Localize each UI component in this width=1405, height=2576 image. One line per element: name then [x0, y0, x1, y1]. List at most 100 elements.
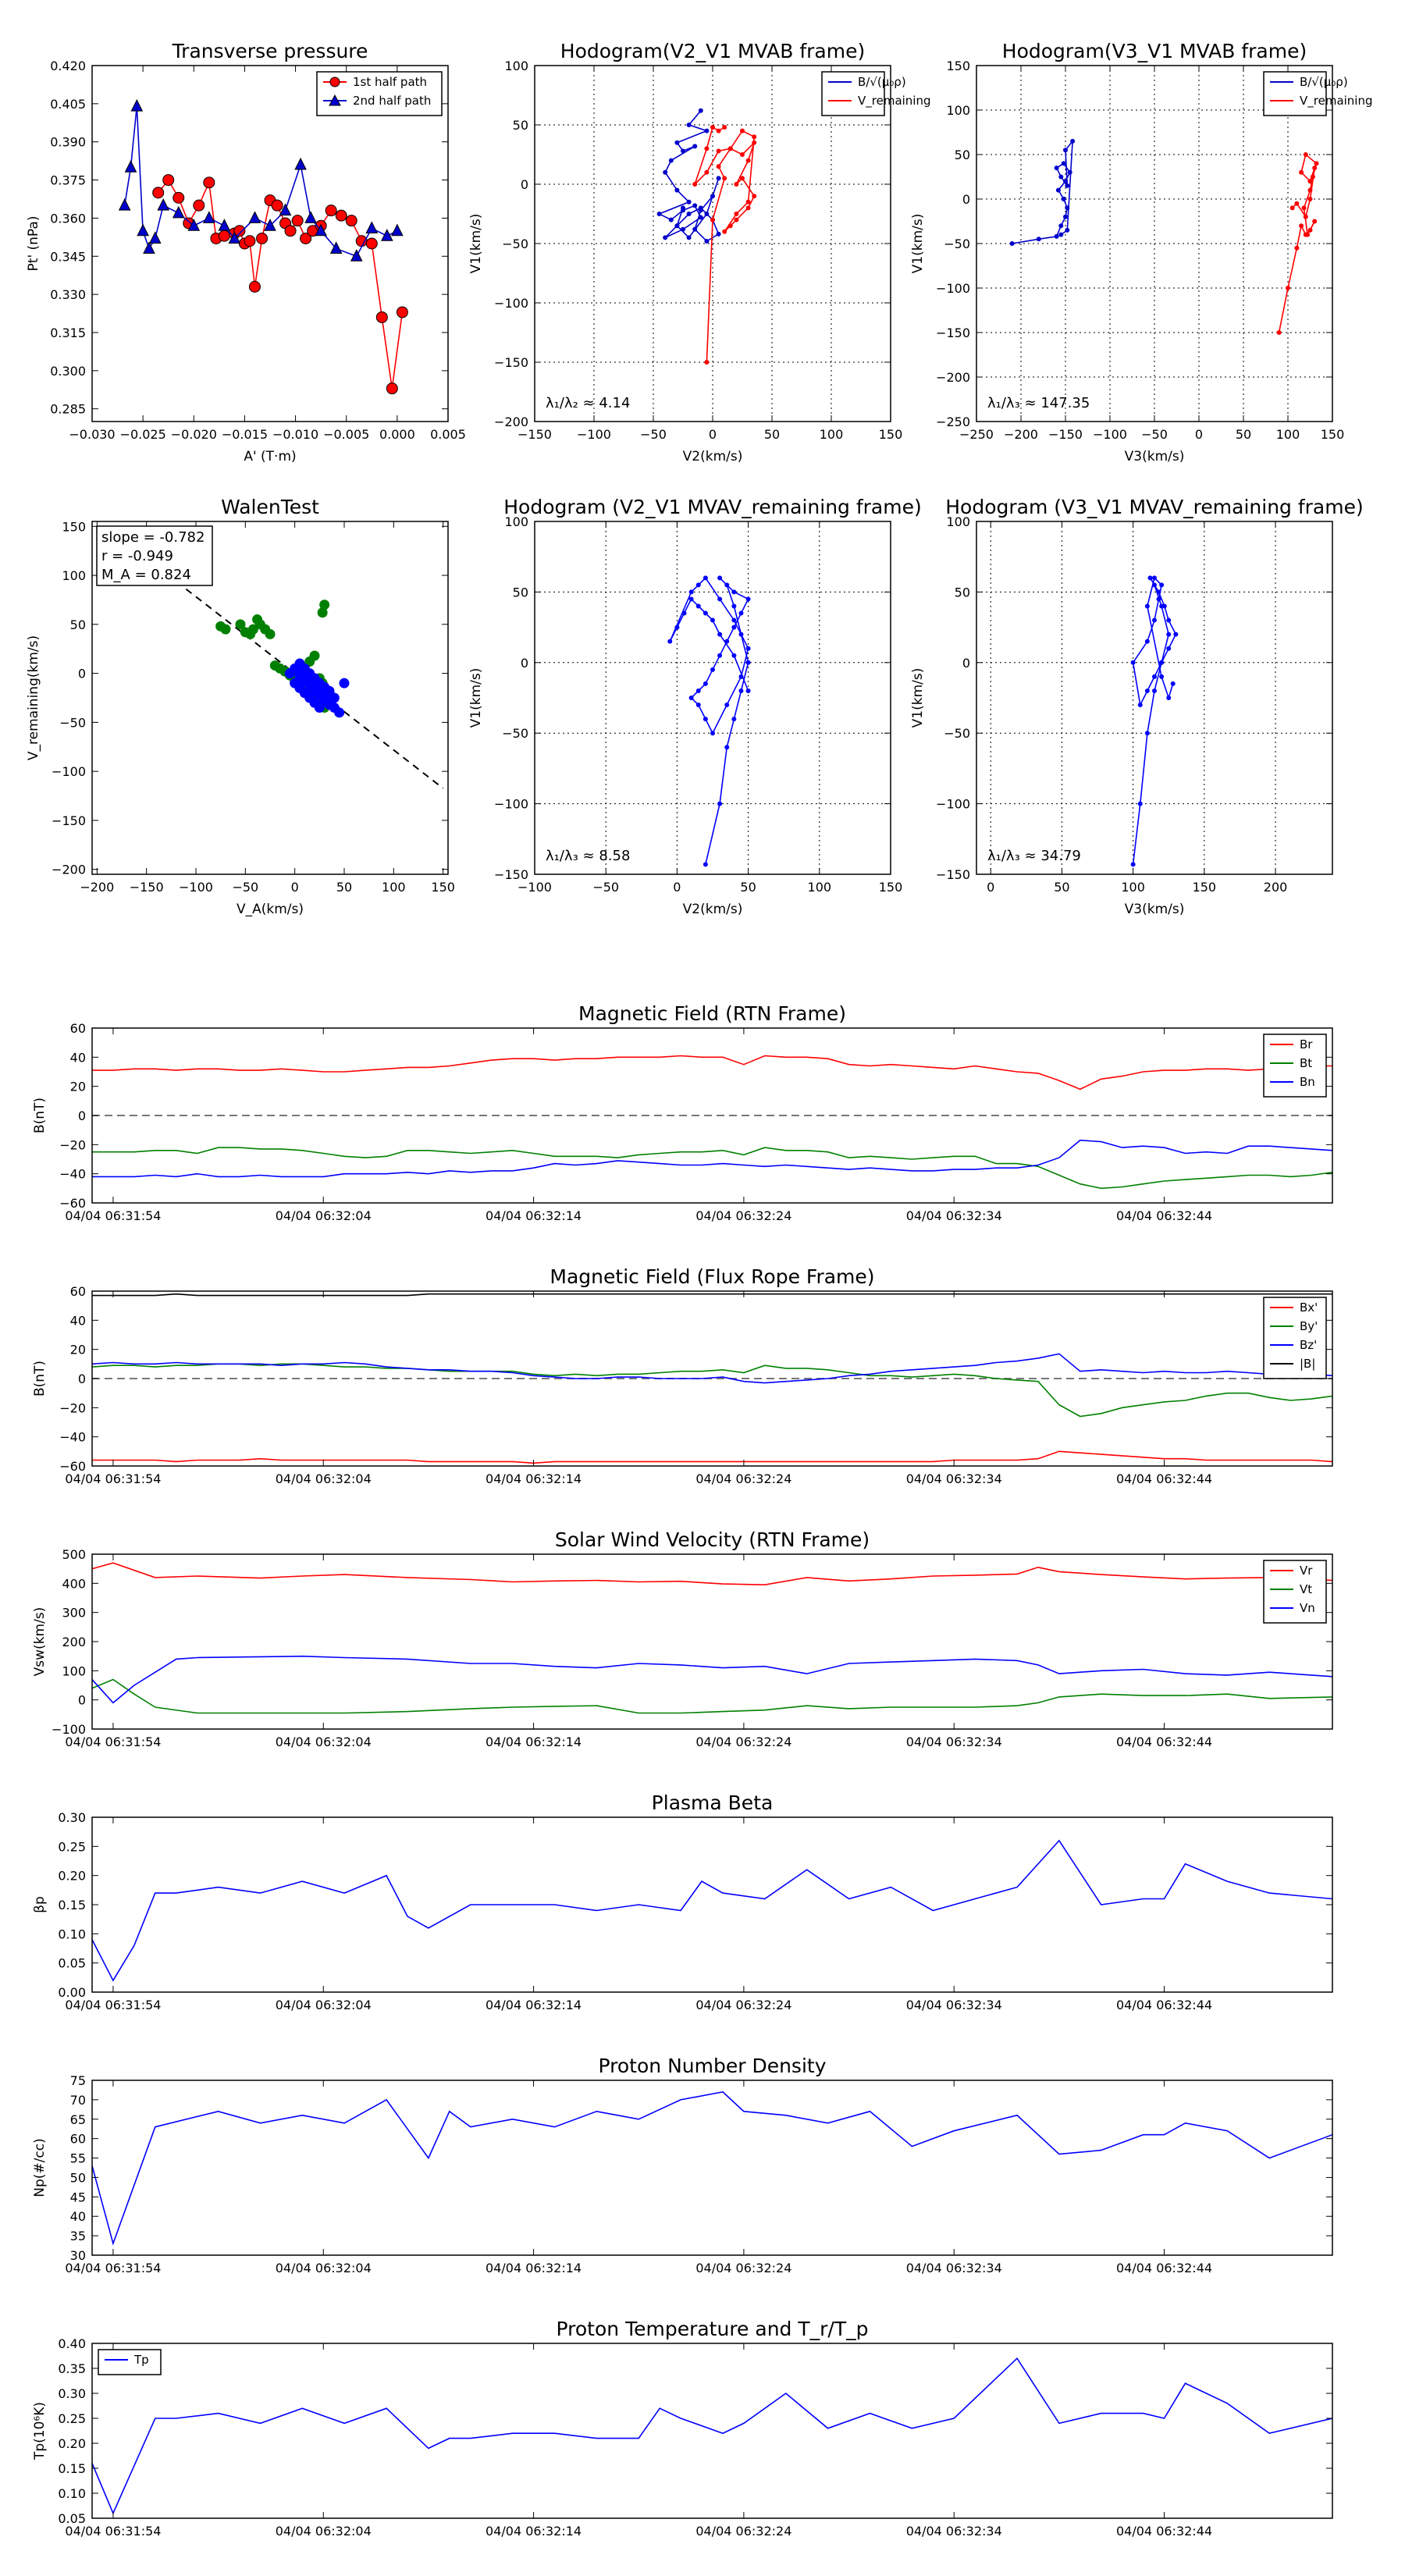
y-tick-label: 0.345	[50, 249, 86, 264]
data-point	[674, 624, 680, 630]
y-tick-label: 55	[70, 2151, 86, 2166]
x-tick-label: 04/04 06:32:04	[276, 1735, 372, 1749]
chart-8: Magnetic Field (Flux Rope Frame) 04/04 06…	[32, 1265, 1333, 1486]
data-point	[1307, 227, 1313, 233]
x-tick-label: 50	[764, 427, 780, 442]
x-tick-label: −0.030	[69, 427, 115, 442]
x-tick-label: 0	[673, 880, 681, 895]
x-tick-label: 04/04 06:32:04	[276, 1471, 372, 1486]
data-point	[1058, 232, 1064, 237]
plot-frame	[534, 521, 891, 875]
chart-2: Hodogram(V2_V1 MVAB frame) −150 −100 −50 0 50…	[468, 40, 931, 464]
chart-5: Hodogram (V2_V1 MVAV_remaining frame) −10…	[468, 496, 922, 917]
data-point	[731, 717, 737, 722]
data-point	[291, 215, 304, 227]
data-point	[702, 717, 708, 722]
y-tick-label: 0	[78, 1108, 86, 1123]
data-point	[710, 667, 715, 672]
stats-box	[96, 525, 213, 586]
data-point	[137, 223, 149, 237]
ratio-annotation: λ₁/λ₃ ≈ 147.35	[987, 395, 1090, 411]
data-point	[738, 688, 744, 693]
data-point	[1312, 219, 1318, 224]
data-point	[681, 226, 685, 232]
data-point	[1161, 603, 1167, 609]
y-tick-label: 40	[70, 2209, 86, 2224]
y-tick-label: 0.405	[50, 97, 86, 112]
chart-6: Hodogram (V3_V1 MVAV_remaining frame) 0 50…	[910, 496, 1364, 917]
legend-label: Br	[1300, 1037, 1313, 1051]
plot-frame	[976, 521, 1333, 875]
x-tick-label: 04/04 06:31:54	[65, 1208, 161, 1223]
x-tick-label: −0.010	[272, 427, 318, 442]
data-point	[1289, 205, 1295, 211]
data-point	[734, 182, 739, 187]
data-point	[745, 646, 751, 651]
y-tick-label: 60	[70, 2132, 86, 2147]
x-tick-label: 200	[1264, 880, 1288, 895]
y-axis-label: V_remaining(km/s)	[26, 635, 41, 760]
data-point	[324, 699, 335, 710]
series-line-1	[669, 577, 749, 865]
data-point	[704, 360, 710, 365]
data-point	[1009, 241, 1015, 246]
x-tick-label: 04/04 06:31:54	[65, 1998, 161, 2012]
data-point	[695, 582, 701, 588]
y-axis-label: B(nT)	[32, 1098, 48, 1133]
y-tick-label: 0	[78, 1372, 86, 1386]
legend-label: By'	[1300, 1319, 1318, 1333]
ratio-annotation: λ₁/λ₃ ≈ 34.79	[987, 848, 1081, 864]
x-tick-label: 04/04 06:32:44	[1116, 2261, 1212, 2275]
data-point	[1307, 179, 1313, 184]
x-tick-label: −200	[80, 880, 114, 895]
x-tick-label: 04/04 06:32:44	[1116, 2524, 1212, 2539]
data-point	[695, 688, 701, 693]
data-point	[686, 199, 692, 205]
data-point	[1276, 330, 1282, 335]
x-tick-label: 0	[291, 880, 299, 895]
data-point	[695, 603, 701, 609]
data-point	[335, 209, 347, 222]
legend-label: |B|	[1300, 1357, 1315, 1371]
y-tick-label: −100	[936, 797, 970, 812]
data-point	[738, 674, 744, 679]
y-tick-label: 75	[70, 2073, 86, 2088]
data-point	[704, 169, 710, 175]
y-tick-label: 0.375	[50, 173, 86, 188]
data-point	[187, 219, 201, 231]
y-tick-label: −150	[936, 867, 970, 882]
data-point	[193, 199, 205, 212]
y-axis-label: V1(km/s)	[910, 668, 926, 728]
y-tick-label: 0.390	[50, 135, 86, 150]
data-point	[324, 685, 335, 696]
y-tick-label: −100	[52, 1722, 86, 1737]
y-tick-label: 30	[70, 2248, 86, 2263]
legend-label: B/√(μ₀ρ)	[1300, 75, 1348, 89]
x-tick-label: −50	[232, 880, 258, 895]
data-point	[724, 703, 730, 708]
y-tick-label: 0.35	[58, 2361, 86, 2376]
y-tick-label: 0.30	[58, 2386, 86, 2401]
data-point	[1166, 632, 1172, 637]
data-point	[1063, 214, 1068, 219]
stats-line: r = -0.949	[101, 548, 173, 564]
y-tick-label: 0.05	[58, 2511, 86, 2526]
data-point	[248, 280, 261, 293]
y-tick-label: −150	[52, 813, 86, 828]
data-point	[1152, 582, 1157, 588]
plot-area	[667, 575, 751, 867]
y-tick-label: 50	[955, 148, 970, 162]
data-point	[365, 237, 378, 250]
x-axis-label: V2(km/s)	[683, 449, 743, 464]
legend-label: B/√(μ₀ρ)	[858, 75, 906, 89]
data-point	[674, 223, 680, 229]
plot-area	[92, 2357, 1332, 2515]
data-point	[688, 696, 694, 700]
data-point	[745, 158, 751, 163]
y-tick-label: 100	[62, 568, 86, 583]
data-point	[1299, 169, 1304, 175]
y-tick-label: 35	[70, 2229, 86, 2243]
data-point	[731, 603, 737, 609]
y-axis-label: B(nT)	[32, 1361, 48, 1397]
y-tick-label: 0.15	[58, 1898, 86, 1912]
